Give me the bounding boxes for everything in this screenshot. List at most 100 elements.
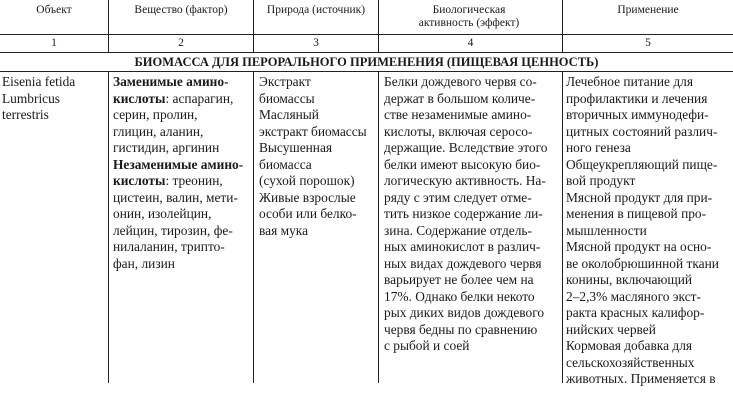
text-line: кислоты: треонин, xyxy=(113,173,243,190)
text-line: биомасса xyxy=(259,156,312,172)
text-line: Живые взрослые xyxy=(259,189,356,205)
text-line: Lumbricus xyxy=(2,90,61,106)
text: серин, пролин, xyxy=(113,107,198,122)
cell-object: Eisenia fetida Lumbricus terrestris xyxy=(2,74,75,124)
cell-activity: Белки дождевого червя со-держат в большо… xyxy=(384,74,547,355)
divider xyxy=(378,72,379,383)
text-line: вторичных иммунодефи- xyxy=(566,107,709,122)
divider xyxy=(253,72,254,383)
text-line: животных. Применяется в xyxy=(566,371,716,386)
divider xyxy=(108,0,109,53)
divider xyxy=(378,0,379,53)
divider xyxy=(0,52,733,53)
divider xyxy=(0,34,733,35)
text-line: экстракт биомассы xyxy=(259,123,367,139)
text-line: ракта красных калифор- xyxy=(566,305,705,320)
divider xyxy=(562,72,563,383)
text-line: ве околобрюшинной ткани xyxy=(566,255,719,271)
text-line: логическую активность. На- xyxy=(384,173,546,188)
text-line: держат в большом количе- xyxy=(384,90,536,106)
text-line: серин, пролин, xyxy=(113,107,243,124)
header-source: Природа (источник) xyxy=(266,4,366,16)
bold-term: кислоты xyxy=(113,90,166,106)
text: онин, изолейцин, xyxy=(113,206,212,221)
text: фан, лизин xyxy=(113,255,175,271)
header-substance: Вещество (фактор) xyxy=(134,4,228,16)
column-number: 2 xyxy=(178,37,184,49)
text-line: Экстракт xyxy=(259,74,311,89)
text: : треонин, xyxy=(165,173,223,188)
text-line: мышленности xyxy=(566,222,647,238)
text: нилаланин, трипто- xyxy=(113,239,225,254)
text-line: сельскохозяйственных xyxy=(566,354,695,370)
text: лейцин, тирозин, фе- xyxy=(113,222,233,238)
text-line: нийских червей xyxy=(566,321,656,337)
text-line: Общеукрепляющий пище- xyxy=(566,156,718,172)
text-line: рых диких видов дождевого xyxy=(384,305,545,320)
text-line: нилаланин, трипто- xyxy=(113,239,243,256)
divider xyxy=(562,0,563,53)
divider xyxy=(0,71,733,72)
text-line: Кормовая добавка для xyxy=(566,338,693,353)
text-line: держащие. Вследствие этого xyxy=(384,140,548,155)
text-line: Мясной продукт на осно- xyxy=(566,239,712,254)
text-line: Высушенная xyxy=(259,140,333,155)
text: : аспарагин, xyxy=(165,90,234,106)
text-line: вая мука xyxy=(259,222,309,238)
bold-term: кислоты xyxy=(113,173,166,188)
bold-term: Заменимые амино- xyxy=(113,74,229,89)
cell-substance: Заменимые амино-кислоты: аспарагин, серин… xyxy=(113,74,243,272)
text-line: цистеин, валин, мети- xyxy=(113,190,243,207)
text-line: Заменимые амино- xyxy=(113,74,243,91)
text-line: стве незаменимые амино- xyxy=(384,107,532,122)
section-title: БИОМАССА ДЛЯ ПЕРОРАЛЬНОГО ПРИМЕНЕНИЯ (ПИ… xyxy=(134,55,599,69)
cell-source: Экстракт биомассы Масляный экстракт биомасс… xyxy=(259,74,367,239)
text-line: кислоты: аспарагин, xyxy=(113,91,243,108)
text-line: кислоты, включая серосо- xyxy=(384,123,533,139)
text-line: terrestris xyxy=(2,107,49,122)
text-line: (сухой порошок) xyxy=(259,173,355,188)
header-object: Объект xyxy=(36,4,72,16)
text-line: Лечебное питание для xyxy=(566,74,693,89)
column-number: 5 xyxy=(645,37,651,49)
text-line: Eisenia fetida xyxy=(2,74,76,89)
text-line: Незаменимые амино- xyxy=(113,157,243,174)
text-line: менения в пищевой про- xyxy=(566,206,707,221)
text-line: 17%. Однако белки некото xyxy=(384,288,535,304)
text: гистидин, аргинин xyxy=(113,140,220,155)
column-number: 4 xyxy=(467,37,474,49)
divider xyxy=(108,72,109,383)
text-line: конины, включающий xyxy=(566,272,693,287)
text: глицин, аланин, xyxy=(113,123,204,139)
text-line: фан, лизин xyxy=(113,256,243,273)
text-line: особи или белко- xyxy=(259,206,357,221)
text-line: белки имеют высокую био- xyxy=(384,156,541,172)
text-line: червя бедны по сравнению xyxy=(384,321,538,337)
bold-term: Незаменимые амино- xyxy=(113,156,244,172)
text-line: гистидин, аргинин xyxy=(113,140,243,157)
text-line: онин, изолейцин, xyxy=(113,206,243,223)
text-line: глицин, аланин, xyxy=(113,124,243,141)
text-line: цитных состояний различ- xyxy=(566,123,718,139)
text-line: с рыбой и соей xyxy=(384,338,470,353)
header-application: Применение xyxy=(617,4,679,16)
text-line: варьирует не более чем на xyxy=(384,272,534,287)
text-line: ряду с этим следует отме- xyxy=(384,189,532,205)
cell-application: Лечебное питание для профилактики и лечен… xyxy=(566,74,719,388)
column-number: 3 xyxy=(313,37,319,49)
text-line: ного генеза xyxy=(566,140,631,155)
column-number: 1 xyxy=(51,37,57,49)
text-line: ных видах дождевого червя xyxy=(384,255,542,271)
text-line: профилактики и лечения xyxy=(566,90,708,106)
text-line: Белки дождевого червя со- xyxy=(384,74,537,89)
text-line: ных аминокислот в различ- xyxy=(384,239,541,254)
text-line: биомассы xyxy=(259,90,315,106)
text: цистеин, валин, мети- xyxy=(113,189,238,205)
text-line: вой продукт xyxy=(566,173,636,188)
text-line: Масляный xyxy=(259,107,319,122)
text-line: Мясной продукт для при- xyxy=(566,189,713,205)
header-activity: Биологическая активность (эффект) xyxy=(418,4,520,29)
text-line: тить низкое содержание ли- xyxy=(384,206,543,221)
text-line: лейцин, тирозин, фе- xyxy=(113,223,243,240)
text-line: 2–2,3% масляного экст- xyxy=(566,288,701,304)
